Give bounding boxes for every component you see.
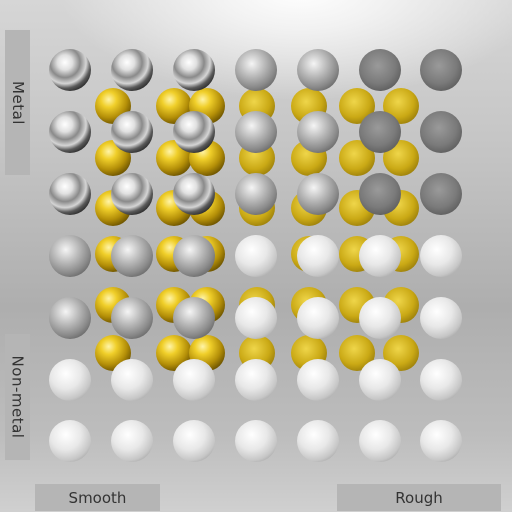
silver-sphere bbox=[359, 420, 401, 462]
silver-sphere bbox=[297, 359, 339, 401]
silver-sphere bbox=[111, 49, 153, 91]
silver-sphere bbox=[297, 49, 339, 91]
silver-sphere bbox=[359, 49, 401, 91]
silver-sphere bbox=[111, 359, 153, 401]
silver-sphere bbox=[235, 49, 277, 91]
silver-sphere bbox=[297, 173, 339, 215]
silver-sphere bbox=[420, 111, 462, 153]
silver-sphere bbox=[359, 173, 401, 215]
silver-sphere bbox=[173, 297, 215, 339]
non-metal-label: Non-metal bbox=[5, 334, 30, 460]
silver-sphere bbox=[420, 173, 462, 215]
silver-sphere bbox=[420, 359, 462, 401]
silver-sphere bbox=[111, 235, 153, 277]
non-metal-label-text: Non-metal bbox=[8, 355, 27, 439]
silver-sphere bbox=[297, 111, 339, 153]
silver-sphere bbox=[297, 420, 339, 462]
silver-sphere bbox=[111, 173, 153, 215]
smooth-label: Smooth bbox=[35, 484, 160, 511]
silver-sphere bbox=[111, 297, 153, 339]
silver-sphere bbox=[49, 420, 91, 462]
silver-sphere bbox=[49, 359, 91, 401]
silver-sphere bbox=[173, 173, 215, 215]
metal-label-text: Metal bbox=[8, 80, 27, 125]
silver-sphere-layer bbox=[49, 49, 462, 462]
gold-sphere bbox=[383, 335, 419, 371]
gold-sphere bbox=[339, 88, 375, 124]
silver-sphere bbox=[173, 235, 215, 277]
silver-sphere bbox=[235, 235, 277, 277]
silver-sphere bbox=[235, 420, 277, 462]
silver-sphere bbox=[297, 297, 339, 339]
silver-sphere bbox=[420, 420, 462, 462]
silver-sphere bbox=[49, 173, 91, 215]
silver-sphere bbox=[359, 359, 401, 401]
silver-sphere bbox=[49, 235, 91, 277]
silver-sphere bbox=[359, 235, 401, 277]
rough-label: Rough bbox=[337, 484, 501, 511]
silver-sphere bbox=[359, 111, 401, 153]
silver-sphere bbox=[111, 420, 153, 462]
metal-label: Metal bbox=[5, 30, 30, 175]
gold-sphere bbox=[339, 335, 375, 371]
silver-sphere bbox=[420, 297, 462, 339]
silver-sphere bbox=[297, 235, 339, 277]
silver-sphere bbox=[173, 49, 215, 91]
gold-sphere bbox=[339, 140, 375, 176]
silver-sphere bbox=[49, 49, 91, 91]
silver-sphere bbox=[173, 111, 215, 153]
silver-sphere bbox=[111, 111, 153, 153]
silver-sphere bbox=[49, 297, 91, 339]
silver-sphere bbox=[173, 359, 215, 401]
silver-sphere bbox=[420, 235, 462, 277]
silver-sphere bbox=[359, 297, 401, 339]
silver-sphere bbox=[235, 111, 277, 153]
gold-sphere bbox=[156, 335, 192, 371]
silver-sphere bbox=[420, 49, 462, 91]
silver-sphere bbox=[49, 111, 91, 153]
silver-sphere bbox=[235, 173, 277, 215]
silver-sphere bbox=[235, 359, 277, 401]
silver-sphere bbox=[173, 420, 215, 462]
silver-sphere bbox=[235, 297, 277, 339]
